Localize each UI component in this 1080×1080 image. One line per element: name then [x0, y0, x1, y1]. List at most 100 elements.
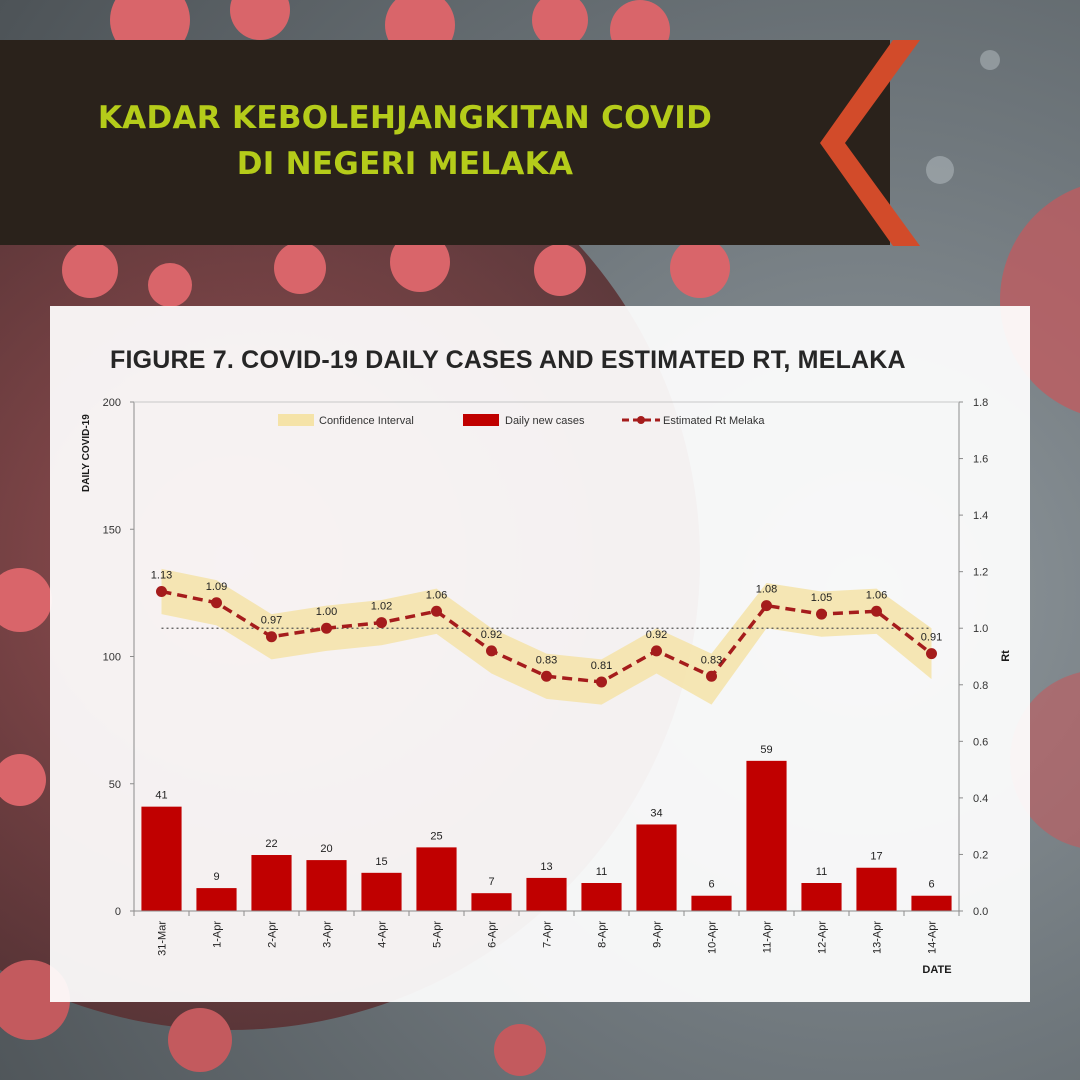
y2-tick-label-0.6: 0.6 — [973, 736, 988, 748]
y-axis-title: DAILY COVID-19 — [81, 414, 92, 492]
x-tick-label-14-Apr: 14-Apr — [927, 921, 939, 954]
x-tick-label-5-Apr: 5-Apr — [432, 921, 444, 948]
legend-marker-estimated-rt — [637, 416, 645, 424]
legend-label-confidence-interval: Confidence Interval — [319, 415, 414, 427]
rt-label-31-Mar: 1.13 — [151, 569, 172, 581]
bar-label-1-Apr: 9 — [213, 871, 219, 883]
bar-label-5-Apr: 25 — [430, 830, 442, 842]
bar-31-Mar — [141, 806, 182, 911]
y-tick-label-0: 0 — [115, 906, 121, 918]
y2-tick-label-0.4: 0.4 — [973, 793, 988, 805]
x-tick-label-31-Mar: 31-Mar — [157, 921, 169, 956]
bar-label-13-Apr: 17 — [870, 851, 882, 863]
bar-label-3-Apr: 20 — [320, 843, 332, 855]
x-tick-label-8-Apr: 8-Apr — [597, 921, 609, 948]
y2-tick-label-0.0: 0.0 — [973, 906, 988, 918]
rt-label-11-Apr: 1.08 — [756, 584, 777, 596]
bar-label-12-Apr: 11 — [816, 866, 827, 878]
chart-title: FIGURE 7. COVID-19 DAILY CASES AND ESTIM… — [110, 346, 906, 374]
bar-label-31-Mar: 41 — [155, 790, 167, 802]
banner-title-line-2: DI NEGERI MELAKA — [236, 146, 574, 182]
legend-label-estimated-rt: Estimated Rt Melaka — [663, 415, 765, 427]
x-tick-label-1-Apr: 1-Apr — [212, 921, 224, 948]
rt-point-9-Apr — [651, 645, 662, 657]
y2-axis-title: Rt — [1000, 650, 1012, 662]
rt-label-5-Apr: 1.06 — [426, 589, 447, 601]
x-tick-label-6-Apr: 6-Apr — [487, 921, 499, 948]
bar-5-Apr — [416, 847, 457, 911]
rt-label-3-Apr: 1.00 — [316, 606, 337, 618]
rt-point-5-Apr — [431, 605, 442, 617]
legend-label-daily-new-cases: Daily new cases — [505, 415, 585, 427]
x-axis-title: DATE — [922, 964, 951, 976]
x-tick-label-11-Apr: 11-Apr — [762, 921, 774, 954]
rt-label-10-Apr: 0.83 — [701, 654, 722, 666]
y2-tick-label-1.2: 1.2 — [973, 567, 988, 579]
rt-point-6-Apr — [486, 645, 497, 657]
rt-point-11-Apr — [761, 600, 772, 612]
rt-point-10-Apr — [706, 670, 717, 682]
y-tick-label-150: 150 — [103, 524, 121, 536]
rt-point-12-Apr — [816, 608, 827, 620]
rt-label-4-Apr: 1.02 — [371, 601, 392, 613]
rt-point-3-Apr — [321, 622, 332, 634]
rt-point-2-Apr — [266, 631, 277, 643]
y2-tick-label-1.4: 1.4 — [973, 510, 988, 522]
y2-tick-label-1.6: 1.6 — [973, 454, 988, 466]
bar-label-14-Apr: 6 — [928, 879, 934, 891]
bar-3-Apr — [306, 860, 347, 911]
bar-9-Apr — [636, 824, 677, 911]
y-tick-label-200: 200 — [103, 397, 121, 409]
bar-7-Apr — [526, 877, 567, 911]
x-tick-label-7-Apr: 7-Apr — [542, 921, 554, 948]
rt-point-14-Apr — [926, 648, 937, 660]
y-tick-label-50: 50 — [109, 779, 121, 791]
y2-tick-label-1.0: 1.0 — [973, 623, 988, 635]
x-tick-label-12-Apr: 12-Apr — [817, 921, 829, 954]
rt-label-6-Apr: 0.92 — [481, 629, 502, 641]
x-tick-label-10-Apr: 10-Apr — [707, 921, 719, 954]
bar-label-7-Apr: 13 — [540, 861, 552, 873]
bar-label-10-Apr: 6 — [708, 879, 714, 891]
bar-4-Apr — [361, 872, 402, 911]
legend-swatch-daily-new-cases — [463, 414, 499, 426]
rt-label-1-Apr: 1.09 — [206, 581, 227, 593]
bar-6-Apr — [471, 893, 512, 911]
x-tick-label-13-Apr: 13-Apr — [872, 921, 884, 954]
rt-label-13-Apr: 1.06 — [866, 589, 887, 601]
bar-label-6-Apr: 7 — [488, 876, 494, 888]
rt-point-31-Mar — [156, 585, 167, 597]
bar-label-2-Apr: 22 — [265, 838, 277, 850]
rt-label-7-Apr: 0.83 — [536, 654, 557, 666]
x-tick-label-9-Apr: 9-Apr — [652, 921, 664, 948]
rt-label-2-Apr: 0.97 — [261, 615, 282, 627]
rt-point-4-Apr — [376, 617, 387, 629]
chevron-left-icon — [820, 40, 920, 246]
bar-label-8-Apr: 11 — [596, 866, 607, 878]
rt-point-8-Apr — [596, 676, 607, 688]
y2-tick-label-0.2: 0.2 — [973, 849, 988, 861]
bar-label-11-Apr: 59 — [760, 744, 772, 756]
bar-8-Apr — [581, 883, 622, 911]
rt-label-14-Apr: 0.91 — [921, 632, 942, 644]
x-tick-label-4-Apr: 4-Apr — [377, 921, 389, 948]
rt-label-8-Apr: 0.81 — [591, 660, 612, 672]
legend: Confidence Interval Daily new cases Esti… — [278, 414, 765, 427]
banner-title: KADAR KEBOLEHJANGKITAN COVID DI NEGERI M… — [0, 95, 810, 187]
bar-label-9-Apr: 34 — [650, 807, 662, 819]
bar-12-Apr — [801, 883, 842, 911]
bar-1-Apr — [196, 888, 237, 911]
y2-tick-label-1.8: 1.8 — [973, 397, 988, 409]
rt-label-9-Apr: 0.92 — [646, 629, 667, 641]
rt-point-13-Apr — [871, 605, 882, 617]
x-tick-label-3-Apr: 3-Apr — [322, 921, 334, 948]
bar-10-Apr — [691, 895, 732, 911]
bar-13-Apr — [856, 867, 897, 911]
banner-title-line-1: KADAR KEBOLEHJANGKITAN COVID — [97, 100, 713, 136]
bar-11-Apr — [746, 760, 787, 911]
bar-2-Apr — [251, 855, 292, 911]
rt-point-7-Apr — [541, 670, 552, 682]
rt-point-1-Apr — [211, 597, 222, 609]
title-banner — [0, 40, 890, 245]
y2-tick-label-0.8: 0.8 — [973, 680, 988, 692]
